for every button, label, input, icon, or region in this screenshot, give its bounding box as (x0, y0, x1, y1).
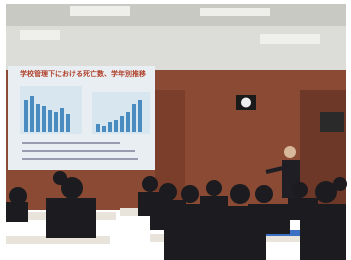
projection-slide: 学校管理下における死亡数、学年別推移 (8, 66, 155, 170)
clock (236, 95, 256, 110)
slide-title: 学校管理下における死亡数、学年別推移 (20, 69, 146, 78)
photo: 学校管理下における死亡数、学年別推移 (0, 0, 351, 260)
speaker-box (320, 112, 344, 132)
ceiling (6, 4, 346, 76)
